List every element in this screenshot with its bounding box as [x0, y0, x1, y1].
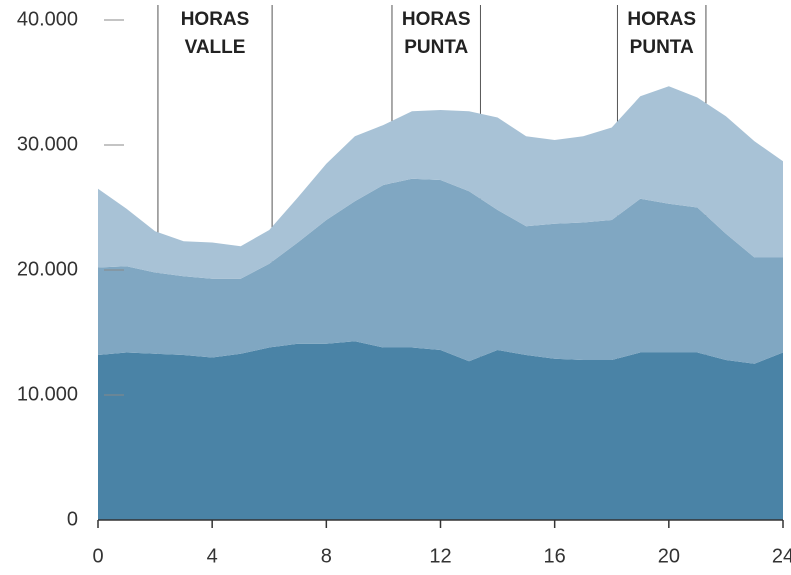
area: [98, 178, 783, 364]
x-tick-label: 12: [429, 545, 451, 567]
y-tick-label: 10.000: [17, 383, 78, 405]
y-tick-label: 30.000: [17, 133, 78, 155]
annotation-text: HORAS: [627, 9, 696, 30]
x-tick-label: 8: [321, 545, 332, 567]
y-tick-label: 0: [67, 508, 78, 530]
y-tick-label: 20.000: [17, 258, 78, 280]
x-tick-label: 0: [92, 545, 103, 567]
annotation-text: PUNTA: [404, 37, 468, 58]
y-tick-label: 40.000: [17, 8, 78, 30]
x-tick-label: 4: [207, 545, 218, 567]
x-tick-label: 24: [772, 545, 791, 567]
area: [98, 341, 783, 520]
annotation-text: HORAS: [402, 9, 471, 30]
annotation-text: VALLE: [185, 37, 246, 58]
x-tick-label: 16: [544, 545, 566, 567]
area: [98, 86, 783, 279]
x-tick-label: 20: [658, 545, 680, 567]
annotation-text: HORAS: [181, 9, 250, 30]
annotation-text: PUNTA: [630, 37, 694, 58]
